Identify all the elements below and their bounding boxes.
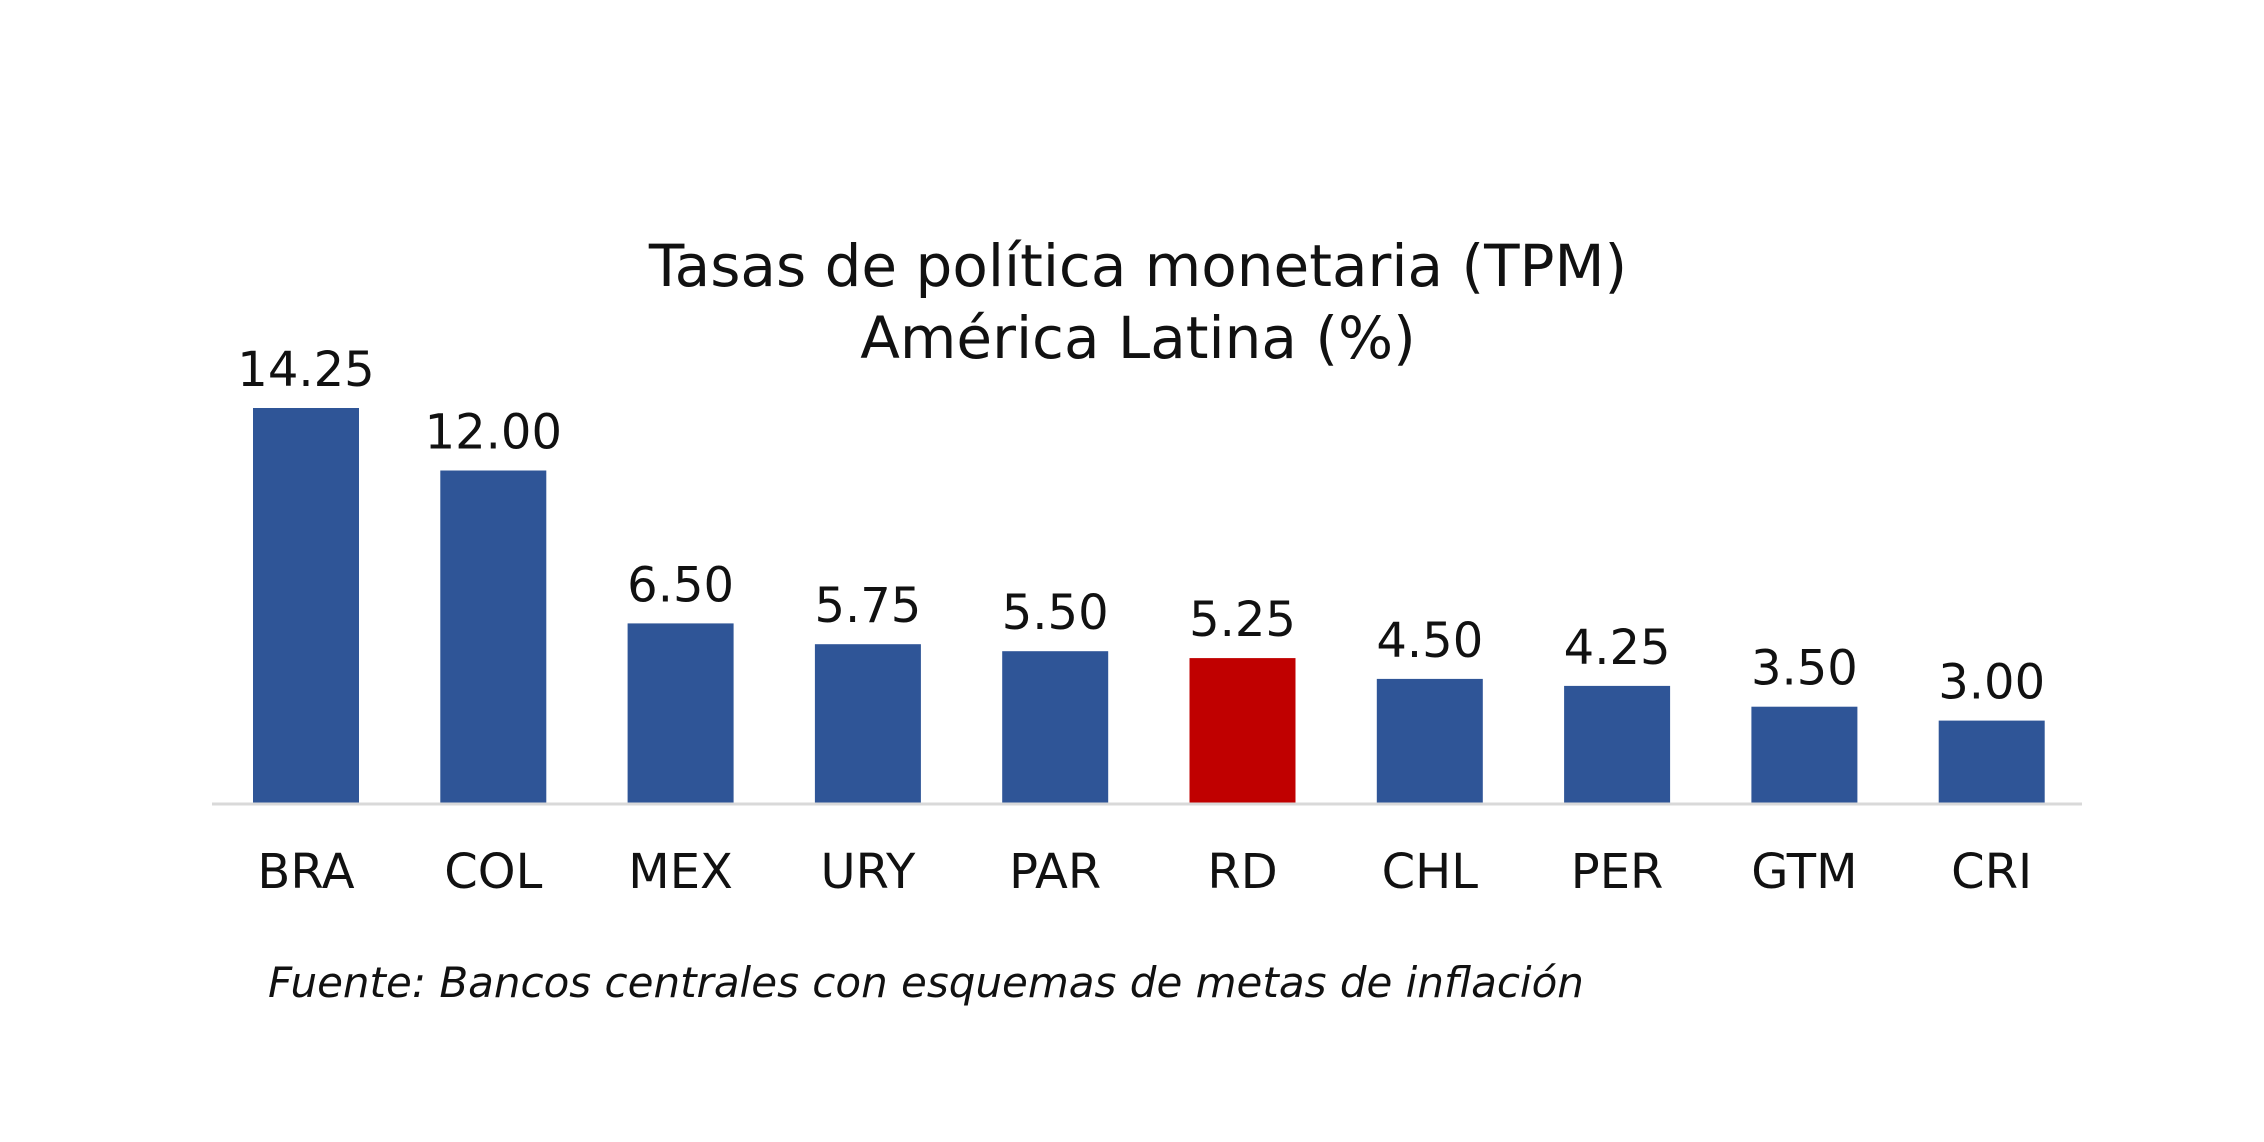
bar-chl — [1376, 678, 1483, 804]
value-label-mex: 6.50 — [627, 557, 734, 613]
bar-rd — [1189, 658, 1296, 804]
value-label-col: 12.00 — [425, 405, 562, 461]
category-label-per: PER — [1571, 844, 1664, 900]
category-label-rd: RD — [1207, 844, 1277, 900]
bar-mex — [627, 623, 734, 804]
category-label-chl: CHL — [1382, 844, 1479, 900]
bars-group — [253, 408, 2045, 804]
value-label-ury: 5.75 — [814, 578, 921, 634]
bar-bra — [253, 408, 359, 804]
category-label-bra: BRA — [257, 844, 354, 900]
bar-per — [1564, 685, 1671, 804]
value-labels-group: 14.25 12.00 6.50 5.75 5.50 5.25 4.50 4.25 3.50 3.… — [237, 342, 2045, 711]
bar-cri — [1938, 720, 2045, 804]
bar-col — [440, 470, 547, 804]
category-label-gtm: GTM — [1751, 844, 1857, 900]
category-label-ury: URY — [821, 844, 916, 900]
value-label-par: 5.50 — [1002, 585, 1109, 641]
bar-ury — [814, 644, 921, 804]
category-label-par: PAR — [1009, 844, 1101, 900]
value-label-chl: 4.50 — [1376, 613, 1483, 669]
category-label-col: COL — [444, 844, 542, 900]
bar-par — [1002, 651, 1109, 804]
category-label-cri: CRI — [1951, 844, 2032, 900]
category-labels-group: BRA COL MEX URY PAR RD CHL PER GTM CRI — [257, 844, 2032, 900]
value-label-cri: 3.00 — [1938, 655, 2045, 711]
category-label-mex: MEX — [628, 844, 733, 900]
value-label-per: 4.25 — [1564, 620, 1671, 676]
bar-gtm — [1751, 706, 1858, 804]
value-label-gtm: 3.50 — [1751, 641, 1858, 697]
chart-title: Tasas de política monetaria (TPM) — [648, 232, 1627, 300]
source-note: Fuente: Bancos centrales con esquemas de… — [268, 958, 1584, 1007]
value-label-rd: 5.25 — [1189, 592, 1296, 648]
value-label-bra: 14.25 — [237, 342, 374, 398]
chart-subtitle: América Latina (%) — [860, 304, 1416, 372]
